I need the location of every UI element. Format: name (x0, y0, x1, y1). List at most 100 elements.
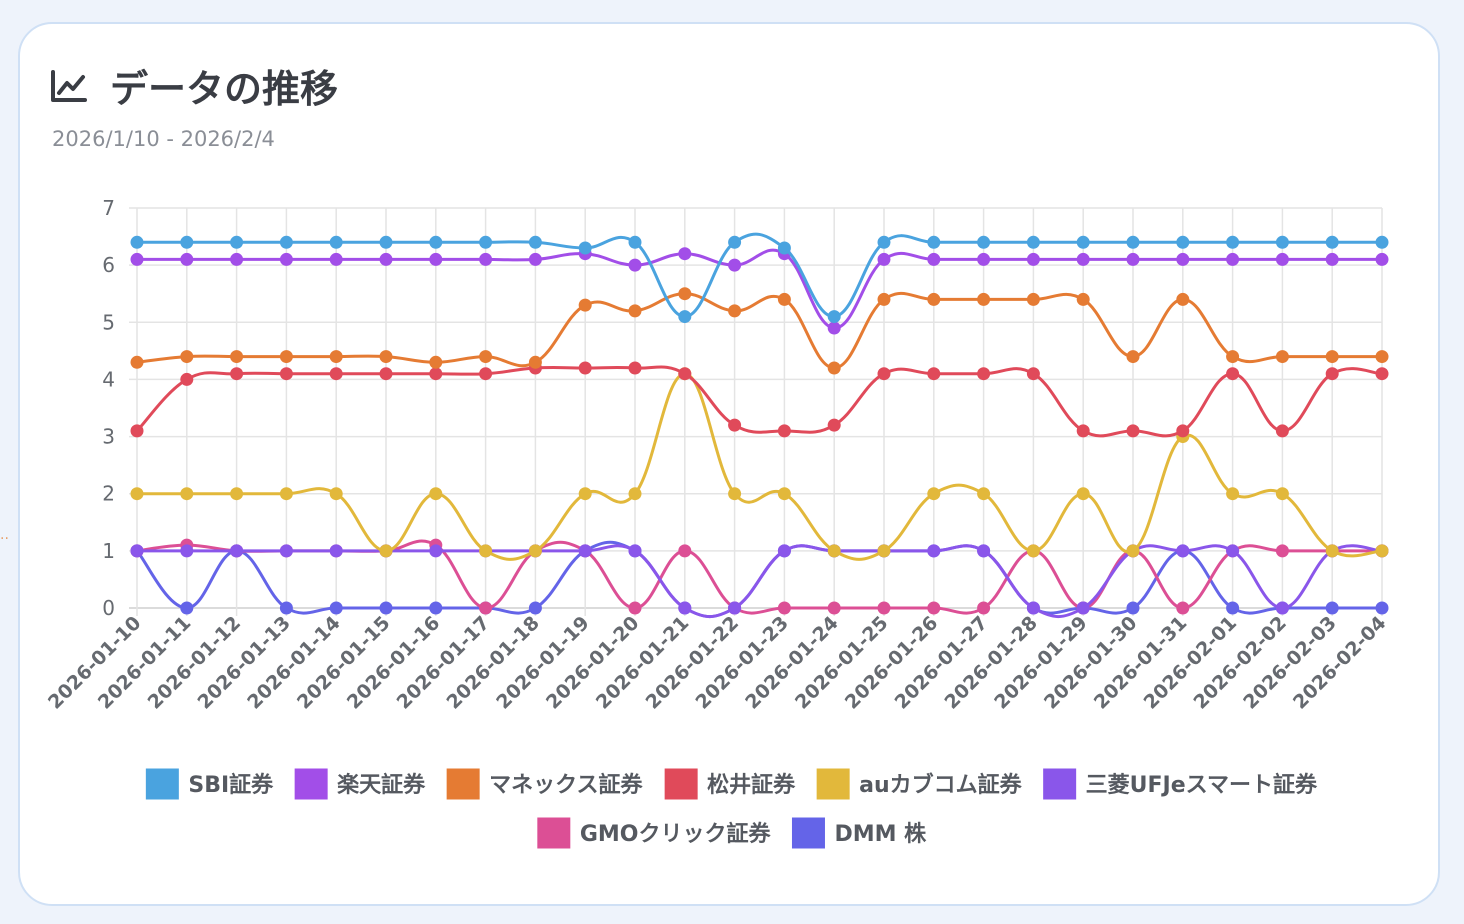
data-point[interactable] (1375, 350, 1389, 364)
data-point[interactable] (927, 235, 941, 249)
data-point[interactable] (1176, 544, 1190, 558)
data-point[interactable] (578, 298, 592, 312)
data-point[interactable] (329, 350, 343, 364)
data-point[interactable] (180, 601, 194, 615)
data-point[interactable] (1076, 487, 1090, 501)
data-point[interactable] (678, 367, 692, 381)
data-point[interactable] (777, 544, 791, 558)
data-point[interactable] (927, 292, 941, 306)
data-point[interactable] (628, 235, 642, 249)
data-point[interactable] (728, 235, 742, 249)
data-point[interactable] (528, 252, 542, 266)
data-point[interactable] (279, 235, 293, 249)
data-point[interactable] (877, 601, 891, 615)
data-point[interactable] (1026, 292, 1040, 306)
data-point[interactable] (1126, 252, 1140, 266)
data-point[interactable] (777, 424, 791, 438)
data-point[interactable] (1375, 252, 1389, 266)
data-point[interactable] (927, 601, 941, 615)
data-point[interactable] (279, 601, 293, 615)
data-point[interactable] (1325, 252, 1339, 266)
data-point[interactable] (1226, 367, 1240, 381)
data-point[interactable] (1126, 235, 1140, 249)
data-point[interactable] (1126, 350, 1140, 364)
data-point[interactable] (777, 241, 791, 255)
data-point[interactable] (1076, 235, 1090, 249)
data-point[interactable] (379, 350, 393, 364)
data-point[interactable] (379, 235, 393, 249)
data-point[interactable] (927, 544, 941, 558)
data-point[interactable] (877, 292, 891, 306)
data-point[interactable] (1076, 424, 1090, 438)
data-point[interactable] (1026, 235, 1040, 249)
legend-item[interactable]: 松井証券 (664, 768, 796, 800)
data-point[interactable] (977, 367, 991, 381)
data-point[interactable] (977, 601, 991, 615)
data-point[interactable] (1275, 350, 1289, 364)
data-point[interactable] (1325, 601, 1339, 615)
data-point[interactable] (678, 287, 692, 301)
data-point[interactable] (429, 235, 443, 249)
data-point[interactable] (1126, 544, 1140, 558)
data-point[interactable] (379, 544, 393, 558)
data-point[interactable] (777, 487, 791, 501)
data-point[interactable] (329, 235, 343, 249)
data-point[interactable] (528, 544, 542, 558)
data-point[interactable] (379, 601, 393, 615)
data-point[interactable] (777, 292, 791, 306)
data-point[interactable] (230, 544, 244, 558)
data-point[interactable] (678, 310, 692, 324)
data-point[interactable] (1076, 252, 1090, 266)
data-point[interactable] (877, 544, 891, 558)
data-point[interactable] (1275, 235, 1289, 249)
data-point[interactable] (279, 350, 293, 364)
data-point[interactable] (628, 304, 642, 318)
data-point[interactable] (479, 544, 493, 558)
data-point[interactable] (1226, 235, 1240, 249)
data-point[interactable] (977, 487, 991, 501)
data-point[interactable] (877, 252, 891, 266)
data-point[interactable] (1176, 601, 1190, 615)
data-point[interactable] (329, 601, 343, 615)
data-point[interactable] (329, 252, 343, 266)
data-point[interactable] (1325, 235, 1339, 249)
data-point[interactable] (1176, 235, 1190, 249)
data-point[interactable] (1375, 235, 1389, 249)
legend-item[interactable]: SBI証券 (145, 768, 274, 800)
data-point[interactable] (728, 487, 742, 501)
legend-item[interactable]: GMOクリック証券 (537, 817, 772, 849)
data-point[interactable] (279, 487, 293, 501)
data-point[interactable] (180, 544, 194, 558)
data-point[interactable] (1026, 544, 1040, 558)
data-point[interactable] (877, 367, 891, 381)
data-point[interactable] (977, 235, 991, 249)
data-point[interactable] (628, 544, 642, 558)
data-point[interactable] (1275, 544, 1289, 558)
data-point[interactable] (379, 252, 393, 266)
data-point[interactable] (1375, 544, 1389, 558)
data-point[interactable] (1226, 544, 1240, 558)
data-point[interactable] (230, 235, 244, 249)
data-point[interactable] (1126, 601, 1140, 615)
data-point[interactable] (578, 241, 592, 255)
data-point[interactable] (429, 355, 443, 369)
data-point[interactable] (180, 252, 194, 266)
data-point[interactable] (279, 252, 293, 266)
legend-item[interactable]: 三菱UFJeスマート証券 (1043, 768, 1318, 800)
data-point[interactable] (578, 487, 592, 501)
data-point[interactable] (977, 292, 991, 306)
data-point[interactable] (180, 487, 194, 501)
data-point[interactable] (479, 350, 493, 364)
legend-item[interactable]: auカブコム証券 (816, 768, 1023, 800)
data-point[interactable] (628, 361, 642, 375)
data-point[interactable] (429, 252, 443, 266)
data-point[interactable] (1275, 601, 1289, 615)
legend-item[interactable]: 楽天証券 (294, 768, 426, 800)
data-point[interactable] (578, 544, 592, 558)
data-point[interactable] (1176, 424, 1190, 438)
data-point[interactable] (1176, 252, 1190, 266)
data-point[interactable] (429, 367, 443, 381)
legend-item[interactable]: DMM 株 (791, 817, 927, 849)
data-point[interactable] (877, 235, 891, 249)
data-point[interactable] (1325, 367, 1339, 381)
